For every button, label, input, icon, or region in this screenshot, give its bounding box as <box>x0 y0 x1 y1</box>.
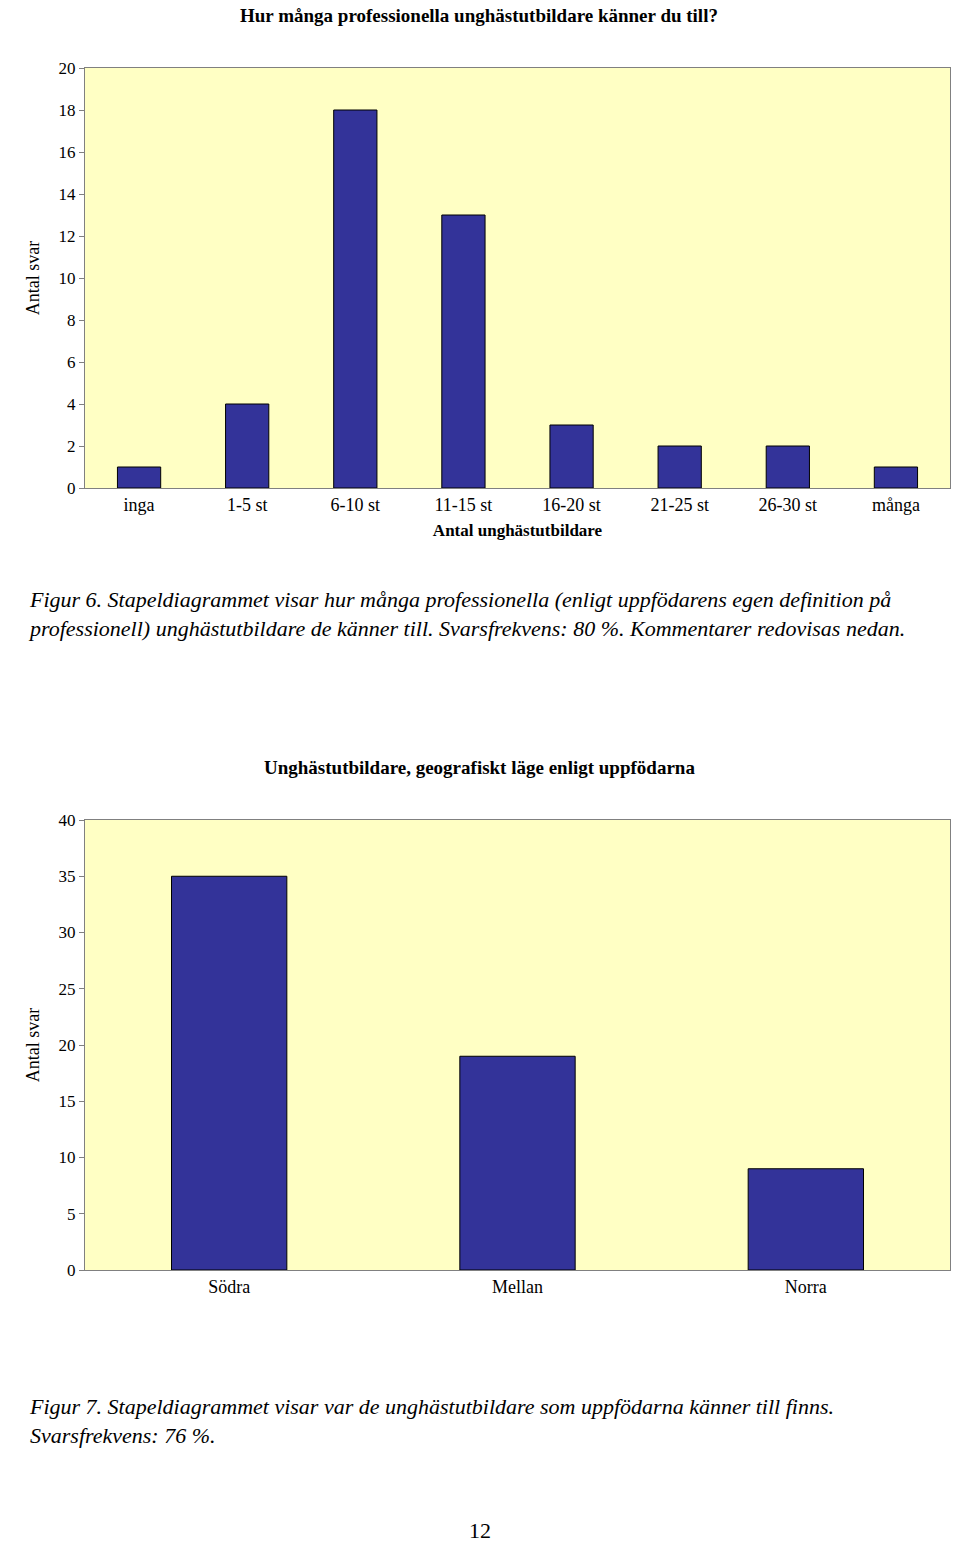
svg-text:21-25 st: 21-25 st <box>650 495 709 515</box>
svg-text:6: 6 <box>67 353 76 372</box>
svg-text:8: 8 <box>67 311 76 330</box>
svg-text:30: 30 <box>59 923 76 942</box>
svg-text:Antal svar: Antal svar <box>23 241 43 315</box>
svg-text:Södra: Södra <box>208 1277 250 1297</box>
svg-text:18: 18 <box>59 101 76 120</box>
svg-text:4: 4 <box>67 395 76 414</box>
svg-text:1-5 st: 1-5 st <box>227 495 268 515</box>
svg-text:Mellan: Mellan <box>492 1277 543 1297</box>
svg-text:10: 10 <box>59 269 76 288</box>
svg-text:Antal svar: Antal svar <box>23 1008 43 1082</box>
svg-text:20: 20 <box>59 59 76 78</box>
svg-text:10: 10 <box>59 1148 76 1167</box>
svg-text:2: 2 <box>67 437 76 456</box>
svg-text:6-10 st: 6-10 st <box>331 495 381 515</box>
html-text:Figur 6. Stapeldiagrammet visa: Figur 6. Stapeldiagrammet visar hur mång… <box>30 587 906 641</box>
svg-text:många: många <box>872 495 920 515</box>
svg-text:5: 5 <box>67 1205 76 1224</box>
svg-text:Norra: Norra <box>785 1277 827 1297</box>
svg-text:35: 35 <box>59 867 76 886</box>
svg-text:Antal unghästutbildare: Antal unghästutbildare <box>433 521 603 540</box>
html-text:Figur 7. Stapeldiagrammet visa: Figur 7. Stapeldiagrammet visar var de u… <box>30 1394 834 1448</box>
svg-text:15: 15 <box>59 1092 76 1111</box>
svg-text:26-30 st: 26-30 st <box>759 495 818 515</box>
svg-text:Hur många professionella unghä: Hur många professionella unghästutbildar… <box>240 5 718 26</box>
svg-text:Unghästutbildare, geografiskt: Unghästutbildare, geografiskt läge enlig… <box>264 757 695 778</box>
svg-text:16: 16 <box>59 143 76 162</box>
svg-text:25: 25 <box>59 980 76 999</box>
svg-text:0: 0 <box>67 479 76 498</box>
svg-text:40: 40 <box>59 811 76 830</box>
svg-text:14: 14 <box>59 185 77 204</box>
svg-text:16-20 st: 16-20 st <box>542 495 601 515</box>
svg-text:inga: inga <box>124 495 155 515</box>
svg-text:0: 0 <box>67 1261 76 1280</box>
html-text:12: 12 <box>469 1518 491 1543</box>
svg-text:12: 12 <box>59 227 76 246</box>
svg-text:20: 20 <box>59 1036 76 1055</box>
svg-text:11-15 st: 11-15 st <box>435 495 493 515</box>
